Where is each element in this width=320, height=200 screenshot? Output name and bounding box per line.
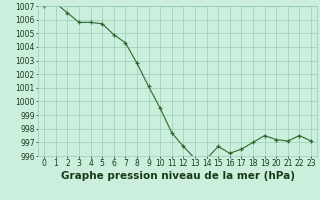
- X-axis label: Graphe pression niveau de la mer (hPa): Graphe pression niveau de la mer (hPa): [60, 171, 295, 181]
